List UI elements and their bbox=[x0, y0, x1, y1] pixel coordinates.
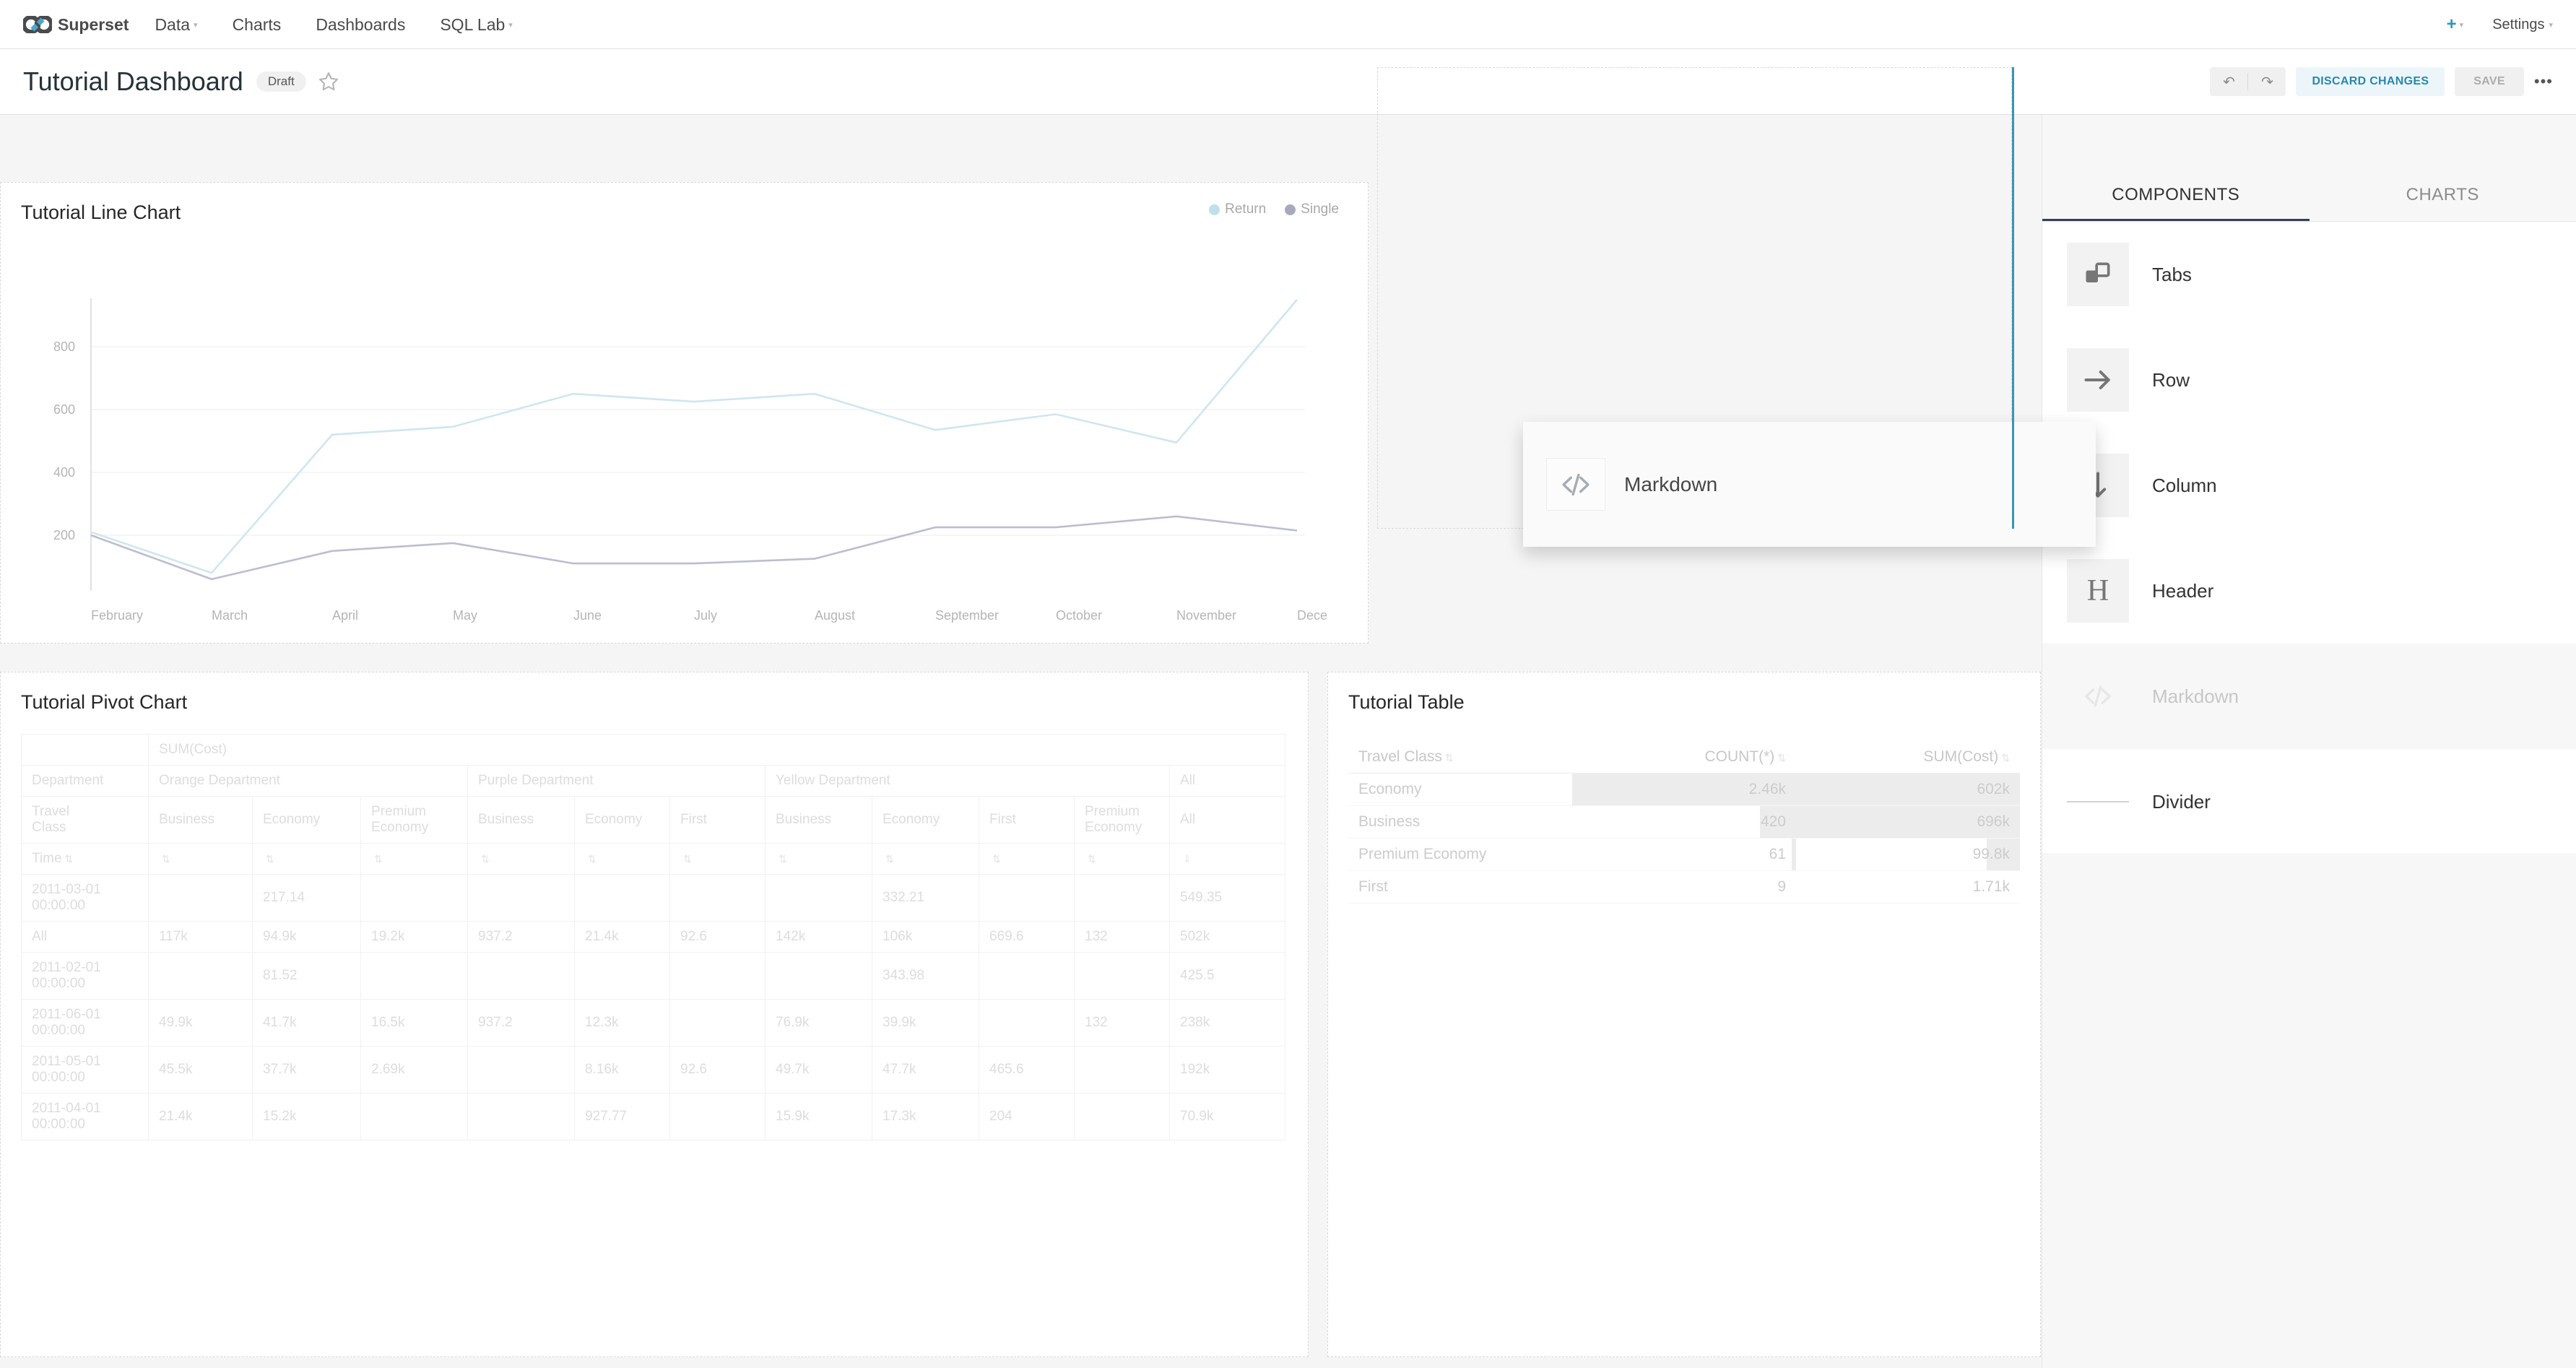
svg-text:May: May bbox=[453, 608, 477, 623]
svg-text:October: October bbox=[1056, 608, 1102, 623]
svg-text:H: H bbox=[2087, 575, 2109, 607]
svg-text:February: February bbox=[91, 608, 143, 623]
svg-text:September: September bbox=[935, 608, 999, 623]
svg-text:200: 200 bbox=[53, 528, 75, 542]
svg-text:March: March bbox=[212, 608, 248, 623]
svg-text:November: November bbox=[1176, 608, 1236, 623]
svg-text:Dece: Dece bbox=[1297, 608, 1327, 623]
svg-text:600: 600 bbox=[53, 402, 75, 417]
svg-text:800: 800 bbox=[53, 339, 75, 354]
svg-text:June: June bbox=[573, 608, 602, 623]
svg-text:400: 400 bbox=[53, 465, 75, 480]
svg-text:April: April bbox=[332, 608, 358, 623]
svg-text:July: July bbox=[694, 608, 717, 623]
svg-text:August: August bbox=[815, 608, 855, 623]
